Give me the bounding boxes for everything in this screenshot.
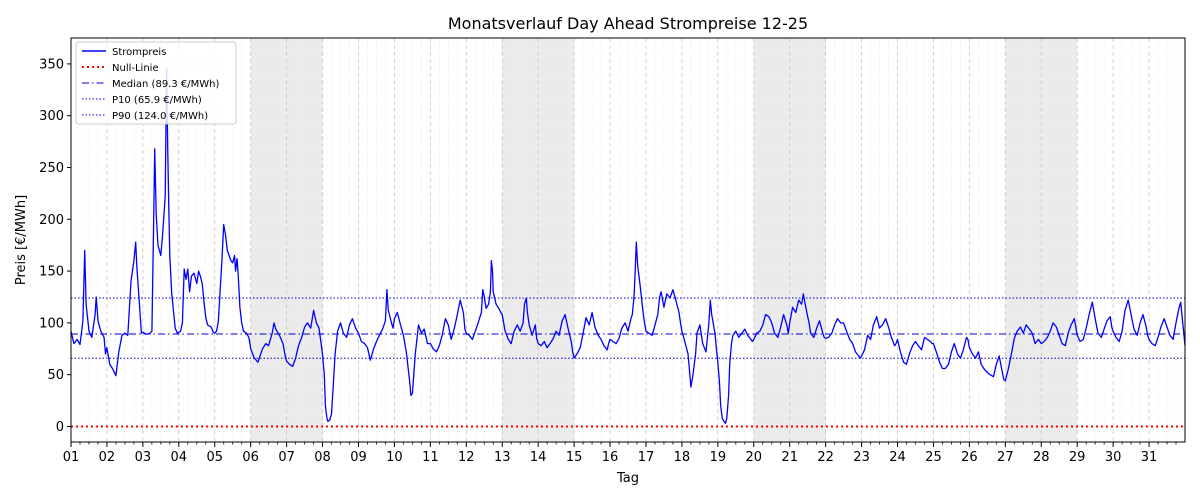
legend-label-zero: Null-Linie	[112, 63, 159, 74]
y-axis-label: Preis [€/MWh]	[14, 195, 29, 285]
x-tick-label: 21	[781, 450, 798, 465]
x-tick-label: 25	[925, 450, 942, 465]
x-tick-label: 09	[350, 450, 367, 465]
x-tick-label: 30	[1105, 450, 1122, 465]
x-tick-label: 16	[602, 450, 619, 465]
legend-box	[75, 41, 237, 125]
x-tick-label: 02	[99, 450, 116, 465]
legend-label-median: Median (89.3 €/MWh)	[112, 79, 219, 90]
y-tick-label: 50	[47, 368, 64, 383]
x-tick-label: 31	[1141, 450, 1158, 465]
x-tick-label: 13	[494, 450, 511, 465]
legend-label-p90: P90 (124.0 €/MWh)	[112, 111, 208, 122]
x-tick-label: 28	[1033, 450, 1050, 465]
y-tick-label: 350	[39, 57, 64, 72]
x-tick-label: 01	[63, 450, 80, 465]
y-tick-label: 250	[39, 161, 64, 176]
x-tick-label: 26	[961, 450, 978, 465]
x-tick-label: 19	[710, 450, 727, 465]
x-tick-label: 17	[638, 450, 655, 465]
x-tick-label: 23	[853, 450, 870, 465]
y-tick-label: 300	[39, 109, 64, 124]
x-tick-label: 22	[817, 450, 834, 465]
y-tick-label: 100	[39, 316, 64, 331]
x-tick-label: 12	[458, 450, 475, 465]
x-tick-label: 15	[566, 450, 583, 465]
legend-label-price: Strompreis	[112, 47, 166, 58]
legend: Strompreis Null-Linie Median (89.3 €/MWh…	[75, 41, 237, 125]
x-tick-label: 14	[530, 450, 547, 465]
x-tick-label: 18	[674, 450, 691, 465]
x-tick-label: 08	[314, 450, 331, 465]
grid	[79, 38, 1177, 442]
chart-title: Monatsverlauf Day Ahead Strompreise 12-2…	[448, 14, 808, 33]
x-tick-label: 04	[171, 450, 188, 465]
x-tick-label: 24	[889, 450, 906, 465]
x-tick-label: 06	[242, 450, 259, 465]
y-tick-label: 200	[39, 213, 64, 228]
x-tick-label: 11	[422, 450, 439, 465]
x-tick-label: 10	[386, 450, 403, 465]
series	[70, 68, 1186, 425]
price-series-line	[70, 68, 1186, 425]
x-axis-label: Tag	[616, 471, 639, 486]
x-tick-label: 05	[206, 450, 223, 465]
legend-label-p10: P10 (65.9 €/MWh)	[112, 95, 202, 106]
x-tick-label: 27	[997, 450, 1014, 465]
x-tick-label: 03	[135, 450, 152, 465]
x-tick-label: 29	[1069, 450, 1086, 465]
x-tick-label: 07	[278, 450, 295, 465]
y-tick-label: 150	[39, 265, 64, 280]
axes: 0 50 100 150 200 250 300 350 01 02 03 04 05 06 07 08 09 1…	[39, 57, 1177, 465]
weekend-shading	[250, 38, 1078, 442]
y-tick-label: 0	[56, 420, 64, 435]
x-tick-label: 20	[746, 450, 763, 465]
